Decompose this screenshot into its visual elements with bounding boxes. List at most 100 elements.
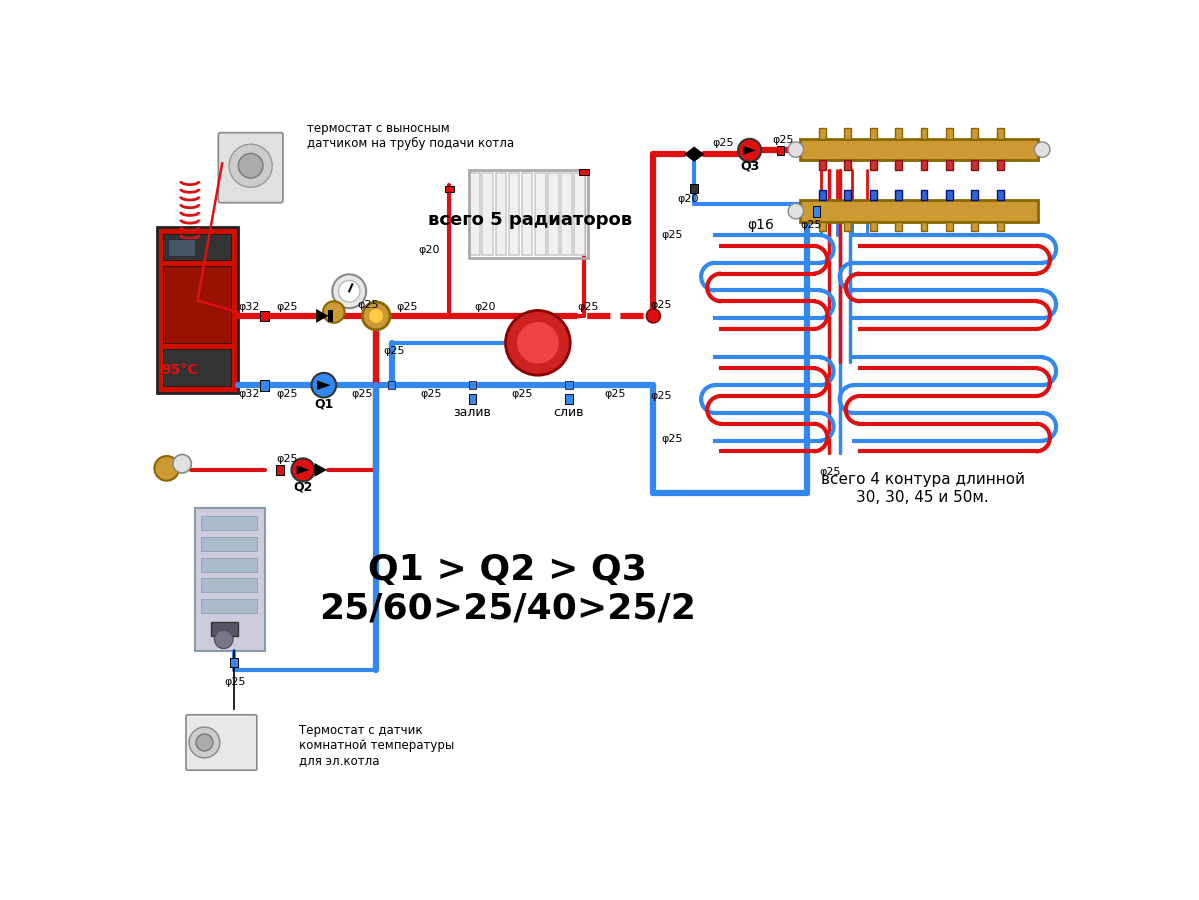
Bar: [921, 190, 928, 201]
Polygon shape: [743, 146, 757, 155]
Circle shape: [506, 310, 571, 375]
Bar: [921, 128, 928, 139]
Polygon shape: [296, 465, 309, 474]
Text: всего 5 радиаторов: всего 5 радиаторов: [428, 211, 632, 229]
Bar: [869, 222, 876, 231]
Bar: [844, 222, 851, 231]
Bar: [813, 206, 820, 217]
Bar: [946, 190, 953, 201]
Polygon shape: [317, 381, 331, 390]
Bar: [201, 579, 257, 592]
Bar: [535, 173, 546, 255]
Circle shape: [362, 302, 390, 329]
Circle shape: [229, 144, 272, 187]
Bar: [260, 380, 269, 391]
Bar: [971, 190, 978, 201]
Text: φ20: φ20: [418, 246, 440, 256]
Bar: [469, 393, 476, 404]
Bar: [157, 228, 237, 393]
Bar: [819, 222, 826, 231]
Text: слив: слив: [554, 407, 584, 419]
Polygon shape: [685, 147, 704, 162]
Circle shape: [1035, 142, 1050, 157]
Bar: [201, 558, 257, 572]
Circle shape: [788, 203, 803, 219]
Bar: [946, 160, 953, 169]
Text: Q2: Q2: [294, 481, 313, 493]
Circle shape: [291, 458, 314, 482]
Polygon shape: [317, 309, 329, 323]
Bar: [230, 658, 237, 667]
Bar: [819, 160, 826, 169]
Text: φ20: φ20: [475, 302, 496, 311]
Text: φ25: φ25: [650, 300, 671, 310]
Bar: [508, 173, 519, 255]
Text: 25/60>25/40>25/2: 25/60>25/40>25/2: [319, 591, 695, 626]
Text: φ25: φ25: [351, 390, 373, 400]
Bar: [800, 201, 1038, 222]
Bar: [896, 160, 902, 169]
Bar: [469, 169, 588, 258]
Text: φ25: φ25: [512, 390, 534, 400]
Circle shape: [239, 153, 263, 178]
Bar: [869, 160, 876, 169]
Circle shape: [195, 734, 213, 751]
Bar: [777, 146, 784, 155]
Bar: [579, 169, 589, 175]
Bar: [260, 310, 269, 321]
Text: φ25: φ25: [384, 346, 405, 356]
Bar: [548, 173, 559, 255]
Circle shape: [155, 456, 179, 481]
Bar: [276, 464, 284, 475]
Circle shape: [312, 373, 336, 398]
Bar: [971, 160, 978, 169]
Text: φ25: φ25: [772, 135, 794, 145]
Text: φ25: φ25: [396, 302, 417, 311]
Bar: [387, 382, 396, 389]
Text: φ25: φ25: [224, 677, 246, 687]
Bar: [522, 173, 532, 255]
Bar: [921, 222, 928, 231]
Text: φ25: φ25: [801, 220, 823, 230]
FancyBboxPatch shape: [218, 132, 283, 202]
Bar: [201, 537, 257, 551]
Bar: [565, 382, 573, 389]
Circle shape: [173, 454, 192, 473]
Text: φ25: φ25: [277, 302, 299, 311]
Bar: [445, 185, 454, 192]
Bar: [469, 173, 480, 255]
Bar: [329, 310, 333, 322]
Text: φ25: φ25: [357, 300, 379, 310]
Bar: [896, 222, 902, 231]
Bar: [896, 128, 902, 139]
Bar: [195, 508, 265, 651]
Circle shape: [338, 281, 360, 302]
Bar: [946, 128, 953, 139]
Bar: [996, 190, 1004, 201]
Polygon shape: [314, 463, 327, 477]
Text: 95°C: 95°C: [162, 363, 198, 377]
Bar: [819, 128, 826, 139]
Bar: [971, 128, 978, 139]
Bar: [201, 599, 257, 613]
Bar: [565, 393, 573, 404]
Bar: [896, 190, 902, 201]
Bar: [574, 173, 585, 255]
Circle shape: [189, 727, 219, 758]
Bar: [869, 128, 876, 139]
Bar: [971, 222, 978, 231]
Text: φ25: φ25: [577, 302, 598, 311]
Text: φ16: φ16: [748, 218, 775, 232]
Bar: [996, 222, 1004, 231]
Bar: [921, 160, 928, 169]
Bar: [691, 184, 698, 194]
Bar: [211, 623, 237, 636]
Text: φ32: φ32: [239, 390, 260, 400]
Text: Q3: Q3: [740, 159, 759, 172]
Text: φ25: φ25: [661, 230, 682, 240]
Circle shape: [646, 309, 661, 323]
Text: Термостат с датчик
комнатной температуры
для эл.котла: Термостат с датчик комнатной температуры…: [300, 724, 454, 767]
Text: залив: залив: [453, 407, 492, 419]
Circle shape: [517, 321, 560, 365]
Circle shape: [368, 308, 384, 324]
